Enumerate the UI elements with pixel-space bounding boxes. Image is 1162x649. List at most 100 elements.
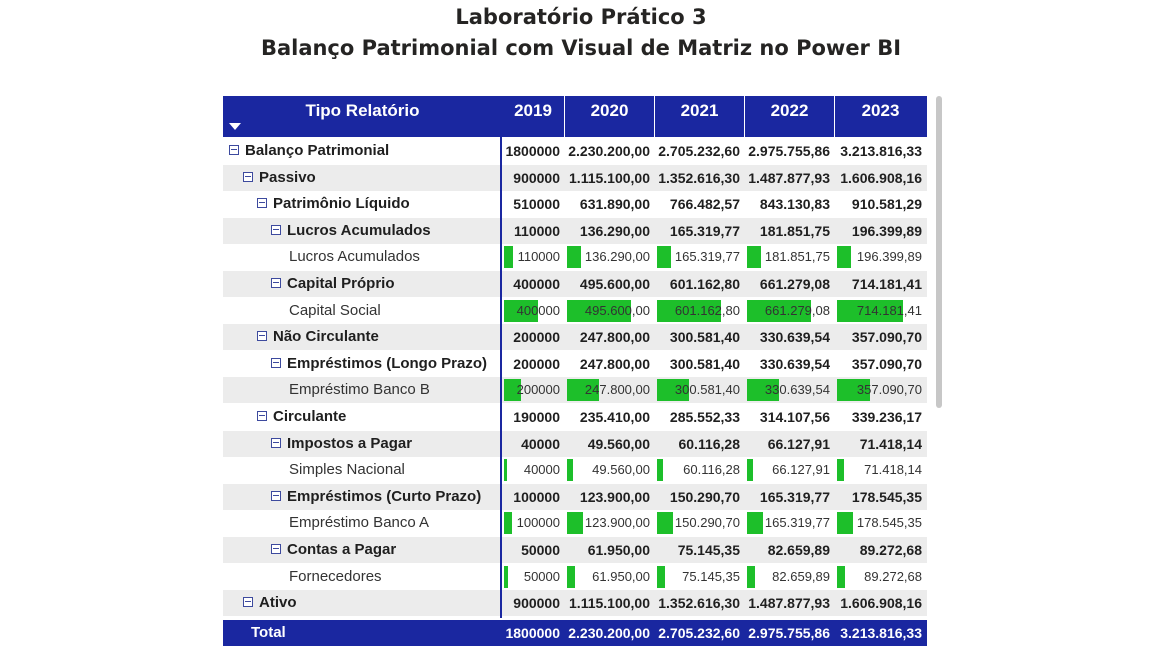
value-cell[interactable]: 1.352.616,30 xyxy=(655,590,745,616)
sort-descending-icon[interactable] xyxy=(229,123,241,130)
value-cell[interactable]: 40000 xyxy=(502,457,565,483)
value-cell[interactable]: 71.418,14 xyxy=(835,431,927,457)
value-cell[interactable]: 40000 xyxy=(502,431,565,457)
value-cell[interactable]: 495.600,00 xyxy=(565,271,655,297)
collapse-icon[interactable] xyxy=(243,597,253,608)
value-cell[interactable]: 510000 xyxy=(502,191,565,217)
matrix-row[interactable]: Capital Próprio 400000 495.600,00 601.162,8… xyxy=(223,271,927,298)
value-cell[interactable]: 714.181,41 xyxy=(835,298,927,324)
column-header-year-2020[interactable]: 2020 xyxy=(565,96,655,137)
value-cell[interactable]: 165.319,77 xyxy=(745,484,835,510)
value-cell[interactable]: 300.581,40 xyxy=(655,324,745,350)
value-cell[interactable]: 601.162,80 xyxy=(655,271,745,297)
collapse-icon[interactable] xyxy=(229,145,239,155)
matrix-row[interactable]: Simples Nacional 40000 49.560,00 60.116,28 6… xyxy=(223,457,927,485)
value-cell[interactable]: 66.127,91 xyxy=(745,457,835,483)
value-cell[interactable]: 60.116,28 xyxy=(655,431,745,457)
value-cell[interactable]: 661.279,08 xyxy=(745,271,835,297)
value-cell[interactable]: 110000 xyxy=(502,244,565,270)
matrix-row[interactable]: Empréstimos (Curto Prazo) 100000 123.900,0… xyxy=(223,483,927,511)
value-cell[interactable]: 314.107,56 xyxy=(745,404,835,430)
value-cell[interactable]: 2.230.200,00 xyxy=(565,138,655,164)
value-cell[interactable]: 196.399,89 xyxy=(835,218,927,244)
column-header-year-2021[interactable]: 2021 xyxy=(655,96,745,137)
value-cell[interactable]: 766.482,57 xyxy=(655,191,745,217)
value-cell[interactable]: 75.145,35 xyxy=(655,537,745,563)
value-cell[interactable]: 178.545,35 xyxy=(835,510,927,536)
matrix-row[interactable]: Circulante 190000 235.410,00 285.552,33 314.… xyxy=(223,404,927,431)
value-cell[interactable]: 82.659,89 xyxy=(745,564,835,590)
value-cell[interactable]: 235.410,00 xyxy=(565,404,655,430)
collapse-icon[interactable] xyxy=(271,490,281,501)
value-cell[interactable]: 165.319,77 xyxy=(655,244,745,270)
value-cell[interactable]: 900000 xyxy=(502,590,565,616)
collapse-icon[interactable] xyxy=(271,357,281,368)
matrix-row[interactable]: Balanço Patrimonial 1800000 2.230.200,00 2.… xyxy=(223,138,927,165)
value-cell[interactable]: 123.900,00 xyxy=(565,510,655,536)
value-cell[interactable]: 50000 xyxy=(502,564,565,590)
value-cell[interactable]: 1.487.877,93 xyxy=(745,590,835,616)
value-cell[interactable]: 136.290,00 xyxy=(565,218,655,244)
value-cell[interactable]: 1.115.100,00 xyxy=(565,590,655,616)
value-cell[interactable]: 330.639,54 xyxy=(745,324,835,350)
value-cell[interactable]: 714.181,41 xyxy=(835,271,927,297)
matrix-row[interactable]: Ativo 900000 1.115.100,00 1.352.616,30 1.487… xyxy=(223,590,927,618)
collapse-icon[interactable] xyxy=(257,198,267,209)
value-cell[interactable]: 123.900,00 xyxy=(565,484,655,510)
matrix-row[interactable]: Empréstimo Banco A 100000 123.900,00 150.29… xyxy=(223,510,927,538)
value-cell[interactable]: 50000 xyxy=(502,537,565,563)
value-cell[interactable]: 843.130,83 xyxy=(745,191,835,217)
matrix-row[interactable]: Empréstimo Banco B 200000 247.800,00 300.58… xyxy=(223,377,927,405)
matrix-row[interactable]: Patrimônio Líquido 510000 631.890,00 766.48… xyxy=(223,191,927,219)
value-cell[interactable]: 60.116,28 xyxy=(655,457,745,483)
value-cell[interactable]: 110000 xyxy=(502,218,565,244)
value-cell[interactable]: 82.659,89 xyxy=(745,537,835,563)
value-cell[interactable]: 200000 xyxy=(502,351,565,377)
value-cell[interactable]: 165.319,77 xyxy=(655,218,745,244)
value-cell[interactable]: 100000 xyxy=(502,510,565,536)
value-cell[interactable]: 601.162,80 xyxy=(655,298,745,324)
value-cell[interactable]: 2.975.755,86 xyxy=(745,138,835,164)
collapse-icon[interactable] xyxy=(271,278,281,288)
value-cell[interactable]: 330.639,54 xyxy=(745,377,835,403)
value-cell[interactable]: 357.090,70 xyxy=(835,351,927,377)
matrix-row[interactable]: Impostos a Pagar 40000 49.560,00 60.116,28 6… xyxy=(223,430,927,458)
value-cell[interactable]: 61.950,00 xyxy=(565,564,655,590)
value-cell[interactable]: 247.800,00 xyxy=(565,377,655,403)
value-cell[interactable]: 300.581,40 xyxy=(655,377,745,403)
matrix-row[interactable]: Contas a Pagar 50000 61.950,00 75.145,35 82.… xyxy=(223,537,927,564)
value-cell[interactable]: 49.560,00 xyxy=(565,431,655,457)
value-cell[interactable]: 1.115.100,00 xyxy=(565,165,655,191)
value-cell[interactable]: 339.236,17 xyxy=(835,404,927,430)
value-cell[interactable]: 181.851,75 xyxy=(745,244,835,270)
collapse-icon[interactable] xyxy=(271,437,281,448)
value-cell[interactable]: 61.950,00 xyxy=(565,537,655,563)
collapse-icon[interactable] xyxy=(271,224,281,235)
value-cell[interactable]: 136.290,00 xyxy=(565,244,655,270)
value-cell[interactable]: 247.800,00 xyxy=(565,351,655,377)
matrix-row[interactable]: Capital Social 400000 495.600,00 601.162,80… xyxy=(223,297,927,325)
value-cell[interactable]: 71.418,14 xyxy=(835,457,927,483)
column-header-year-2019[interactable]: 2019 xyxy=(502,96,565,137)
value-cell[interactable]: 1.606.908,16 xyxy=(835,590,927,616)
matrix-row[interactable]: Fornecedores 50000 61.950,00 75.145,35 82.65… xyxy=(223,563,927,591)
value-cell[interactable]: 3.213.816,33 xyxy=(835,138,927,164)
value-cell[interactable]: 1.606.908,16 xyxy=(835,165,927,191)
value-cell[interactable]: 400000 xyxy=(502,298,565,324)
collapse-icon[interactable] xyxy=(257,411,267,421)
matrix-row[interactable]: Lucros Acumulados 110000 136.290,00 165.319… xyxy=(223,217,927,245)
collapse-icon[interactable] xyxy=(271,544,281,554)
value-cell[interactable]: 49.560,00 xyxy=(565,457,655,483)
value-cell[interactable]: 300.581,40 xyxy=(655,351,745,377)
matrix-row[interactable]: Não Circulante 200000 247.800,00 300.581,40… xyxy=(223,324,927,352)
value-cell[interactable]: 357.090,70 xyxy=(835,377,927,403)
value-cell[interactable]: 910.581,29 xyxy=(835,191,927,217)
value-cell[interactable]: 89.272,68 xyxy=(835,537,927,563)
matrix-row[interactable]: Lucros Acumulados 110000 136.290,00 165.319… xyxy=(223,244,927,272)
value-cell[interactable]: 1.352.616,30 xyxy=(655,165,745,191)
value-cell[interactable]: 75.145,35 xyxy=(655,564,745,590)
matrix-visual[interactable]: Tipo Relatório 2019 2020 2021 2022 2023 Bala… xyxy=(223,96,927,647)
value-cell[interactable]: 285.552,33 xyxy=(655,404,745,430)
value-cell[interactable]: 150.290,70 xyxy=(655,484,745,510)
value-cell[interactable]: 2.705.232,60 xyxy=(655,138,745,164)
